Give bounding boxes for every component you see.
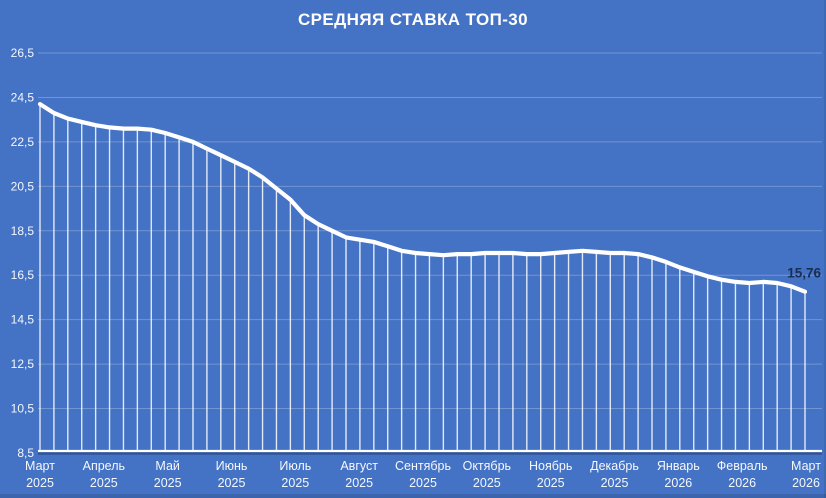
y-tick-label: 22,5 [11,135,35,149]
x-axis-label: Август 2025 [340,459,378,490]
x-axis-label: Март 2025 [25,459,55,490]
y-tick-label: 14,5 [11,313,35,327]
x-axis-label: Январь 2026 [657,459,700,490]
x-axis-label: Ноябрь 2025 [529,459,572,490]
x-axis-label: Май 2025 [154,459,182,490]
x-axis-label: Март 2026 [791,459,821,490]
x-axis-label: Апрель 2025 [83,459,125,490]
x-axis-label: Июнь 2025 [216,459,248,490]
series-line [37,101,808,294]
right-edge-shade [824,0,826,498]
y-tick-label: 18,5 [11,224,35,238]
y-tick-label: 20,5 [11,179,35,193]
x-axis-label: Декабрь 2025 [590,459,639,490]
x-axis-label: Октябрь 2025 [463,459,511,490]
y-tick-label: 26,5 [11,46,35,60]
y-tick-label: 12,5 [11,357,35,371]
y-tick-label: 16,5 [11,268,35,282]
x-axis-label: Февраль 2026 [717,459,768,490]
y-tick-label: 24,5 [11,90,35,104]
y-tick-label: 10,5 [11,402,35,416]
bottom-edge-shade [0,494,826,498]
x-axis-label: Июль 2025 [279,459,311,490]
chart-title: СРЕДНЯЯ СТАВКА ТОП-30 [298,10,528,29]
end-data-label: 15,76 [787,266,821,281]
y-tick-label: 8,5 [17,446,34,460]
x-axis-label: Сентябрь 2025 [395,459,451,490]
